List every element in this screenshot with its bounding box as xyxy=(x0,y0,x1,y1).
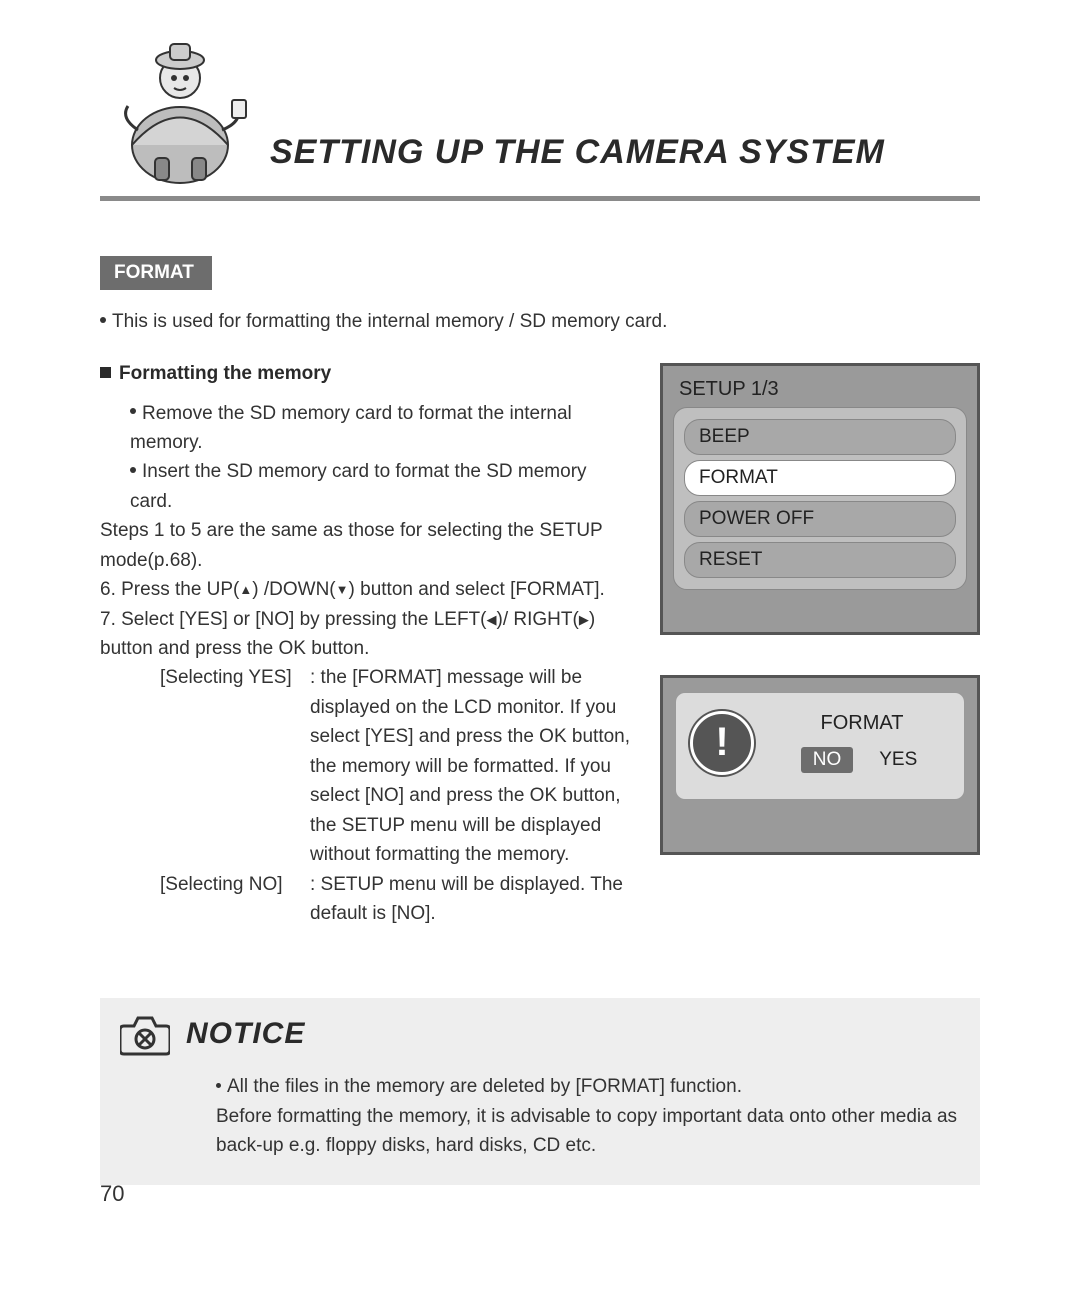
mascot-illustration xyxy=(100,30,260,190)
menu-item-format: FORMAT xyxy=(684,460,956,496)
selecting-yes: [Selecting YES] : the [FORMAT] message w… xyxy=(160,663,630,869)
notice-line-2: Before formatting the memory, it is advi… xyxy=(216,1102,960,1161)
step-6: 6. Press the UP(▲) /DOWN(▼) button and s… xyxy=(100,575,630,604)
camera-icon xyxy=(120,1012,170,1056)
lcd-format-confirm: ! FORMAT NO YES xyxy=(660,675,980,855)
section-tag: FORMAT xyxy=(100,256,212,290)
page-number: 70 xyxy=(100,1181,124,1207)
steps-ref: Steps 1 to 5 are the same as those for s… xyxy=(100,516,630,575)
bullet-1: Remove the SD memory card to format the … xyxy=(130,399,630,458)
bullet-2: Insert the SD memory card to format the … xyxy=(130,457,630,516)
up-arrow-icon: ▲ xyxy=(239,580,252,600)
menu-item-reset: RESET xyxy=(684,542,956,578)
alert-icon: ! xyxy=(690,711,754,775)
lcd-title: SETUP 1/3 xyxy=(667,370,973,407)
left-arrow-icon: ◀ xyxy=(487,610,497,630)
notice-box: NOTICE All the files in the memory are d… xyxy=(100,998,980,1184)
subheading: Formatting the memory xyxy=(100,363,630,385)
intro-text: This is used for formatting the internal… xyxy=(100,308,980,337)
selecting-no: [Selecting NO] : SETUP menu will be disp… xyxy=(160,870,630,929)
option-yes: YES xyxy=(873,747,923,773)
right-arrow-icon: ▶ xyxy=(579,610,589,630)
notice-title: NOTICE xyxy=(186,1017,305,1051)
title-rule xyxy=(100,196,980,201)
lcd-setup-menu: SETUP 1/3 BEEP FORMAT POWER OFF RESET xyxy=(660,363,980,635)
option-no: NO xyxy=(801,747,854,773)
menu-item-poweroff: POWER OFF xyxy=(684,501,956,537)
menu-item-beep: BEEP xyxy=(684,419,956,455)
page-title: SETTING UP THE CAMERA SYSTEM xyxy=(270,133,885,172)
step-7: 7. Select [YES] or [NO] by pressing the … xyxy=(100,605,630,664)
notice-line-1: All the files in the memory are deleted … xyxy=(216,1072,960,1101)
confirm-title: FORMAT xyxy=(774,712,950,735)
down-arrow-icon: ▼ xyxy=(336,580,349,600)
